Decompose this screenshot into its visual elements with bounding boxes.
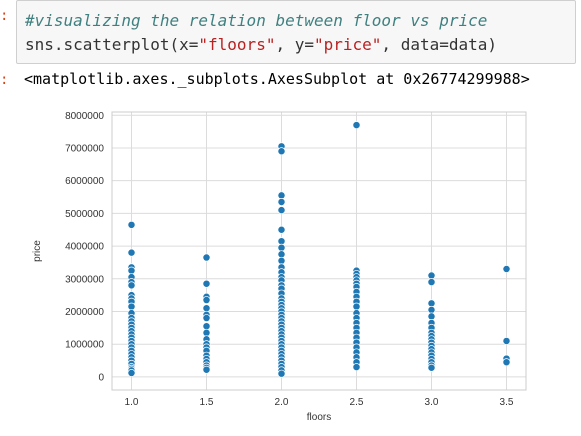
data-point	[277, 197, 286, 206]
data-point	[277, 250, 286, 259]
y-tick-label: 1000000	[65, 340, 104, 351]
y-tick-label: 6000000	[65, 176, 104, 187]
y-tick-label: 8000000	[65, 111, 104, 122]
y-tick-label: 3000000	[65, 274, 104, 285]
data-point	[352, 121, 361, 130]
data-point	[277, 147, 286, 156]
data-point	[127, 302, 136, 311]
y-tick-label: 2000000	[65, 307, 104, 318]
output-prompt: :	[0, 72, 9, 88]
data-point	[127, 220, 136, 229]
data-point	[427, 299, 436, 308]
data-point	[277, 237, 286, 246]
data-point	[352, 363, 361, 372]
x-tick-label: 3.5	[500, 397, 514, 408]
y-tick-label: 5000000	[65, 209, 104, 220]
code-line-scatterplot: sns.scatterplot(x="floors", y="price", d…	[25, 35, 497, 54]
data-points	[127, 121, 511, 378]
y-tick-label: 4000000	[65, 242, 104, 253]
x-tick-label: 1.0	[125, 397, 139, 408]
data-point	[202, 253, 211, 262]
x-axis-label: floors	[307, 412, 331, 423]
data-point	[427, 305, 436, 314]
data-point	[127, 281, 136, 290]
x-tick-label: 3.0	[425, 397, 439, 408]
grid-lines	[112, 112, 526, 390]
data-point	[277, 225, 286, 234]
code-call-mid: , y=	[275, 35, 314, 54]
y-tick-labels: 0 1000000 2000000 3000000 4000000 5000000 6000…	[65, 111, 104, 384]
code-call-post: , data=data)	[381, 35, 498, 54]
data-point	[202, 328, 211, 337]
x-tick-label: 1.5	[200, 397, 214, 408]
data-point	[427, 278, 436, 287]
data-point	[427, 363, 436, 372]
data-point	[277, 369, 286, 378]
data-point	[427, 312, 436, 321]
scatter-plot: 0 1000000 2000000 3000000 4000000 5000000 6000…	[32, 111, 527, 423]
data-point	[202, 296, 211, 305]
data-point	[202, 304, 211, 313]
data-point	[127, 266, 136, 275]
x-tick-label: 2.0	[275, 397, 289, 408]
data-point	[502, 358, 511, 367]
data-point	[277, 243, 286, 252]
x-tick-label: 2.5	[350, 397, 364, 408]
y-axis-label: price	[32, 240, 43, 262]
data-point	[277, 191, 286, 200]
code-cell[interactable]: #visualizing the relation between floor …	[16, 0, 576, 64]
data-point	[277, 206, 286, 215]
data-point	[202, 322, 211, 331]
data-point	[127, 369, 136, 377]
code-comment: #visualizing the relation between floor …	[25, 11, 488, 30]
data-point	[502, 336, 511, 345]
code-call-pre: sns.scatterplot(x=	[25, 35, 199, 54]
data-point	[502, 265, 511, 273]
data-point	[427, 271, 436, 280]
output-repr: <matplotlib.axes._subplots.AxesSubplot a…	[24, 70, 530, 88]
data-point	[202, 279, 211, 288]
input-prompt: :	[0, 8, 9, 24]
x-tick-labels: 1.0 1.5 2.0 2.5 3.0 3.5	[125, 397, 514, 408]
data-point	[352, 302, 361, 311]
data-point	[127, 248, 136, 257]
code-x-arg: "floors"	[198, 35, 276, 54]
data-point	[202, 365, 211, 374]
data-point	[277, 256, 286, 265]
y-tick-label: 7000000	[65, 143, 104, 154]
code-y-arg: "price"	[313, 35, 382, 54]
y-tick-label: 0	[98, 372, 104, 383]
axes-frame	[111, 111, 527, 391]
data-point	[202, 314, 211, 322]
